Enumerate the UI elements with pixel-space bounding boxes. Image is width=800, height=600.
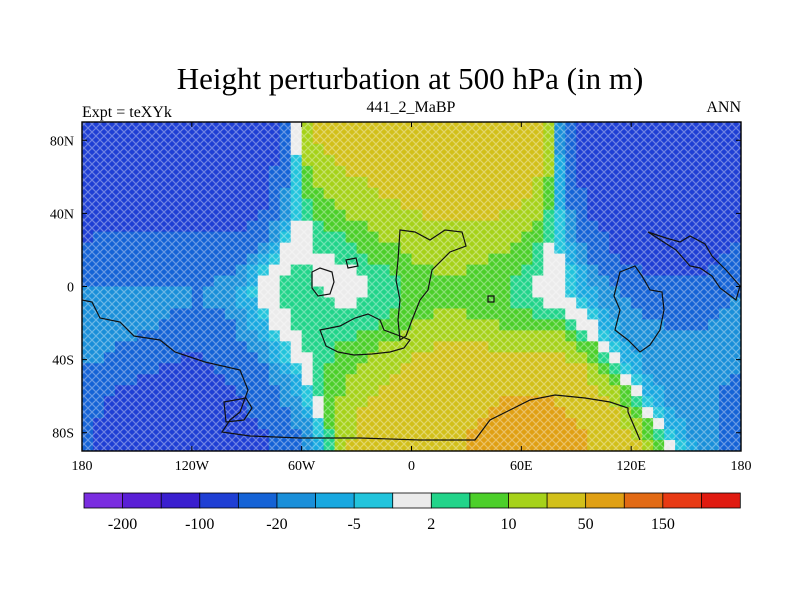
hatch-overlay <box>82 122 741 451</box>
colorbar-label: -20 <box>266 516 287 533</box>
coastline-islands <box>223 257 495 423</box>
x-axis: 180 120W 60W 0 60E 120E 180 <box>72 122 752 474</box>
colorbar-swatch <box>83 492 124 509</box>
colorbar-swatch <box>199 492 240 509</box>
colorbar-swatch <box>237 492 278 509</box>
colorbar-label: 10 <box>500 516 516 533</box>
x-tick-label: 120W <box>175 459 210 474</box>
colorbar-label: 50 <box>578 516 594 533</box>
x-tick-label: 60W <box>288 459 316 474</box>
colorbar-swatch <box>546 492 587 509</box>
y-axis: 80N 40N 0 40S 80S <box>50 134 741 442</box>
coastline-south-america <box>319 313 411 356</box>
colorbar-label: 150 <box>651 516 675 533</box>
colorbar-label: 2 <box>427 516 435 533</box>
x-tick-label: 180 <box>731 459 752 474</box>
y-tick-label: 40N <box>50 207 74 222</box>
colorbar-swatch <box>392 492 432 509</box>
coastline-africa <box>395 229 467 342</box>
colorbar-swatch <box>160 492 201 509</box>
colorbar: -200 -100 -20 -5 2 10 50 150 <box>83 492 741 533</box>
colorbar-swatch <box>122 492 162 509</box>
colorbar-label: -100 <box>185 516 214 533</box>
coastline-north-america <box>311 267 335 297</box>
colorbar-label: -5 <box>347 516 360 533</box>
coastlines <box>82 229 741 441</box>
coastline-asia <box>613 265 665 353</box>
x-tick-label: 0 <box>408 459 415 474</box>
colorbar-swatch <box>469 492 510 509</box>
colorbar-swatch <box>315 492 355 509</box>
colorbar-swatch <box>508 492 548 509</box>
colorbar-swatch <box>585 492 625 509</box>
chart-title: Height perturbation at 500 hPa (in m) <box>177 61 644 96</box>
x-tick-label: 60E <box>510 459 533 474</box>
y-tick-label: 40S <box>52 354 74 369</box>
x-tick-label: 180 <box>72 459 93 474</box>
colorbar-swatch <box>623 492 664 509</box>
colorbar-swatch <box>430 492 471 509</box>
y-tick-label: 80S <box>52 427 74 442</box>
colorbar-swatch <box>276 492 317 509</box>
y-tick-label: 80N <box>50 134 74 149</box>
x-tick-label: 120E <box>616 459 646 474</box>
colorbar-label: -200 <box>108 516 137 533</box>
colorbar-swatch <box>701 492 741 509</box>
subtitle-left: Expt = teXYk <box>82 104 172 121</box>
colorbar-swatch <box>662 492 703 509</box>
colorbar-swatch <box>353 492 394 509</box>
coastline-antarctica <box>82 299 641 441</box>
subtitle-right: ANN <box>706 99 741 116</box>
y-tick-label: 0 <box>67 281 74 296</box>
subtitle-center: 441_2_MaBP <box>367 99 456 116</box>
